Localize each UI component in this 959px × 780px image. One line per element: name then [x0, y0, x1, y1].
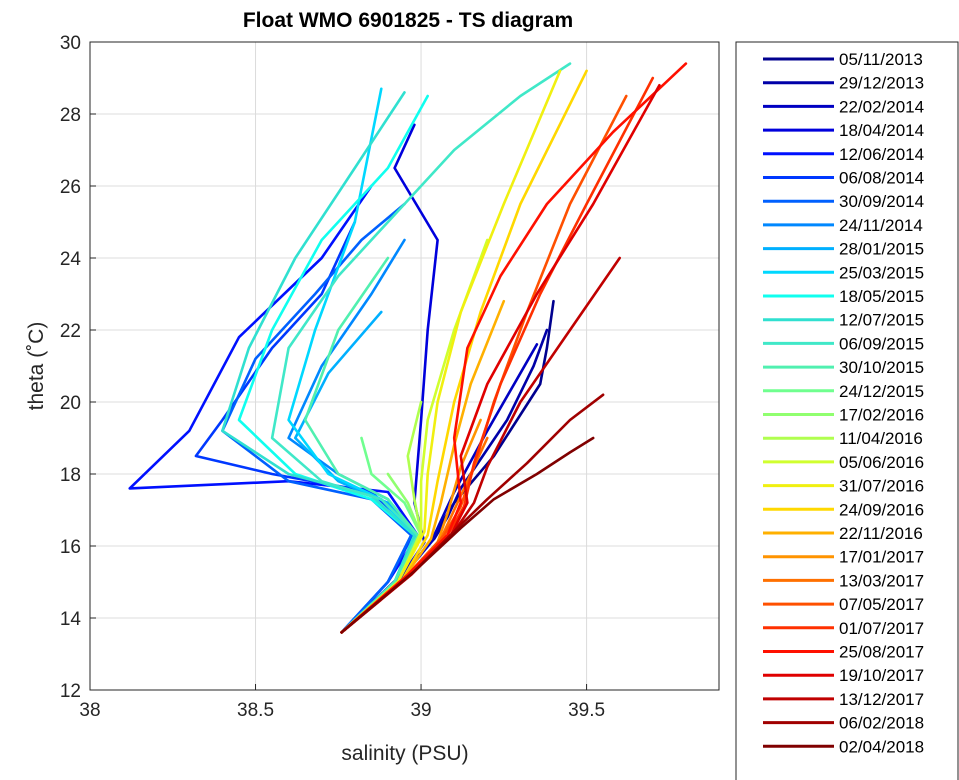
y-tick-label: 14 — [60, 609, 82, 630]
x-tick-label: 39 — [410, 700, 431, 721]
legend-label: 24/12/2015 — [839, 382, 924, 401]
legend-label: 25/08/2017 — [839, 643, 924, 662]
legend-label: 12/07/2015 — [839, 311, 924, 330]
legend-label: 30/10/2015 — [839, 358, 924, 377]
y-tick-label: 26 — [60, 177, 81, 198]
legend-label: 25/03/2015 — [839, 263, 924, 282]
x-tick-label: 38 — [79, 700, 100, 721]
legend-label: 28/01/2015 — [839, 240, 924, 259]
legend-box — [735, 41, 959, 780]
series-line — [340, 123, 439, 634]
y-tick-label: 16 — [60, 537, 81, 558]
legend-label: 24/11/2014 — [839, 216, 923, 235]
legend-label: 22/11/2016 — [839, 524, 923, 543]
legend-label: 05/11/2013 — [839, 50, 923, 69]
y-axis-label: theta (˚C) — [25, 322, 48, 411]
legend-label: 18/05/2015 — [839, 287, 924, 306]
legend-label: 22/02/2014 — [839, 97, 924, 116]
legend: 05/11/2013 29/12/2013 22/02/2014 18/04/2014… — [735, 41, 959, 780]
series-line — [128, 184, 420, 634]
legend-label: 19/10/2017 — [839, 666, 924, 685]
series-line — [340, 436, 595, 634]
legend-label: 12/06/2014 — [839, 145, 924, 164]
axes-box — [89, 41, 720, 691]
legend-label: 06/02/2018 — [839, 714, 924, 733]
series-line — [303, 256, 420, 634]
x-tick-label: 38.5 — [237, 700, 274, 721]
legend-label: 06/08/2014 — [839, 169, 924, 188]
legend-label: 11/04/2016 — [839, 429, 923, 448]
legend-label: 13/12/2017 — [839, 690, 924, 709]
y-tick-label: 20 — [60, 393, 81, 414]
legend-label: 13/03/2017 — [839, 571, 924, 590]
y-tick-label: 24 — [60, 249, 82, 270]
legend-label: 31/07/2016 — [839, 477, 924, 496]
y-tick-label: 12 — [60, 681, 81, 702]
legend-label: 06/09/2015 — [839, 334, 924, 353]
legend-label: 18/04/2014 — [839, 121, 924, 140]
series-line — [221, 91, 416, 634]
legend-label: 24/09/2016 — [839, 500, 924, 519]
y-tick-label: 28 — [60, 105, 81, 126]
legend-label: 17/01/2017 — [839, 548, 924, 567]
legend-label: 07/05/2017 — [839, 595, 924, 614]
legend-items: 05/11/2013 29/12/2013 22/02/2014 18/04/2014… — [763, 50, 924, 756]
plot-area: 38 38.5 39 39.5 12 14 16 18 20 22 24 26 28 30 — [60, 33, 720, 721]
y-tick-label: 18 — [60, 465, 81, 486]
series-line — [340, 69, 562, 634]
series-layer — [128, 62, 688, 634]
legend-label: 29/12/2013 — [839, 74, 924, 93]
x-axis-label: salinity (PSU) — [341, 742, 468, 765]
x-tick-label: 39.5 — [568, 700, 605, 721]
y-tick-label: 30 — [60, 33, 81, 54]
legend-label: 05/06/2016 — [839, 453, 924, 472]
legend-label: 01/07/2017 — [839, 619, 924, 638]
y-axis-ticks: 12 14 16 18 20 22 24 26 28 30 — [60, 33, 96, 702]
y-tick-label: 22 — [60, 321, 81, 342]
legend-label: 02/04/2018 — [839, 737, 924, 756]
legend-label: 30/09/2014 — [839, 192, 924, 211]
legend-label: 17/02/2016 — [839, 406, 924, 425]
series-line — [340, 62, 688, 634]
chart-title: Float WMO 6901825 - TS diagram — [243, 9, 573, 32]
x-axis-ticks: 38 38.5 39 39.5 — [79, 684, 605, 721]
